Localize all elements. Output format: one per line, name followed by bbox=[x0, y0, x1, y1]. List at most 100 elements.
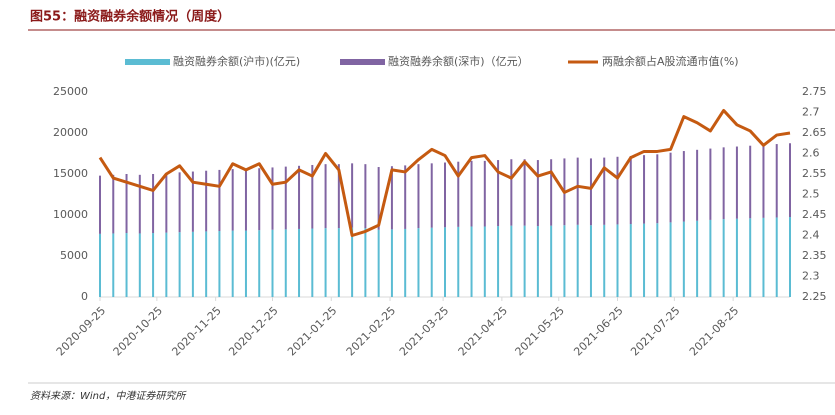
bar bbox=[483, 160, 486, 227]
bar bbox=[643, 155, 646, 224]
bar bbox=[324, 164, 327, 229]
line bbox=[98, 108, 791, 237]
x-tick-label: 2021-01-25 bbox=[285, 304, 339, 358]
bar bbox=[244, 230, 247, 297]
bar bbox=[218, 169, 221, 231]
bar bbox=[470, 226, 473, 297]
bar bbox=[749, 218, 752, 297]
bar bbox=[603, 157, 606, 225]
y2-tick-label: 2.4 bbox=[802, 229, 820, 242]
bar bbox=[523, 225, 526, 297]
bar bbox=[550, 159, 553, 226]
y-tick-label: 25000 bbox=[53, 85, 88, 98]
bar bbox=[231, 169, 234, 231]
bar bbox=[523, 159, 526, 226]
bar bbox=[497, 226, 500, 297]
bar bbox=[603, 224, 606, 297]
bar bbox=[351, 227, 354, 297]
bar bbox=[457, 226, 460, 297]
bar bbox=[99, 175, 101, 234]
bar bbox=[377, 229, 380, 297]
bar bbox=[444, 227, 446, 297]
bar bbox=[576, 224, 579, 297]
bar bbox=[311, 228, 314, 297]
bar bbox=[722, 147, 725, 220]
x-tick-label: 2020-09-25 bbox=[54, 304, 108, 358]
y2-tick-label: 2.55 bbox=[802, 167, 827, 180]
bar bbox=[271, 229, 274, 297]
y-tick-label: 10000 bbox=[53, 208, 88, 221]
bar bbox=[218, 230, 221, 297]
bar bbox=[298, 165, 301, 229]
bar bbox=[616, 224, 619, 297]
bar bbox=[364, 228, 367, 297]
bar bbox=[722, 219, 725, 297]
bar bbox=[404, 165, 407, 229]
bar bbox=[669, 152, 672, 223]
bar bbox=[457, 161, 460, 227]
bar bbox=[789, 143, 791, 218]
bar bbox=[337, 164, 340, 229]
bar bbox=[311, 164, 314, 229]
bar bbox=[417, 164, 420, 229]
bar bbox=[364, 164, 367, 229]
legend-swatch bbox=[340, 59, 385, 65]
bar bbox=[417, 228, 420, 297]
bar bbox=[125, 174, 128, 234]
legend-label: 融资融券余额(深市)（亿元） bbox=[388, 54, 529, 68]
bar bbox=[709, 219, 712, 297]
bar bbox=[682, 221, 685, 297]
bar bbox=[430, 163, 433, 228]
bar bbox=[576, 157, 579, 225]
y2-tick-label: 2.45 bbox=[802, 208, 827, 221]
bar bbox=[789, 217, 791, 297]
bar bbox=[351, 163, 354, 228]
bar bbox=[284, 166, 287, 230]
bar bbox=[550, 225, 553, 297]
bar bbox=[138, 233, 141, 297]
bar bbox=[656, 154, 659, 224]
bar bbox=[191, 231, 194, 297]
y2-tick-label: 2.25 bbox=[802, 290, 827, 303]
legend-label: 融资融券余额(沪市)(亿元) bbox=[173, 54, 300, 68]
legend-swatch bbox=[125, 59, 170, 65]
x-tick-label: 2021-05-25 bbox=[513, 304, 567, 358]
bar bbox=[510, 159, 513, 226]
legend-label: 两融余额占A股流通市值(%) bbox=[602, 54, 739, 68]
bar bbox=[377, 167, 380, 230]
bar bbox=[138, 174, 141, 234]
bar bbox=[112, 233, 115, 297]
bar bbox=[205, 231, 208, 297]
bar bbox=[152, 174, 155, 234]
bar bbox=[696, 220, 699, 297]
bar bbox=[536, 226, 539, 297]
bar bbox=[244, 169, 247, 231]
bar bbox=[510, 225, 513, 297]
bar bbox=[444, 162, 446, 228]
bar bbox=[483, 226, 486, 297]
bar bbox=[735, 218, 738, 297]
bar bbox=[191, 171, 194, 232]
bar bbox=[749, 145, 752, 219]
x-tick-label: 2021-02-25 bbox=[344, 304, 398, 358]
y2-tick-label: 2.6 bbox=[802, 147, 820, 160]
y2-tick-label: 2.75 bbox=[802, 85, 827, 98]
bar bbox=[629, 224, 632, 297]
x-tick-label: 2020-11-25 bbox=[169, 304, 223, 358]
y2-tick-label: 2.65 bbox=[802, 126, 827, 139]
bar bbox=[152, 233, 155, 297]
bar bbox=[709, 148, 712, 220]
y2-tick-label: 2.3 bbox=[802, 270, 820, 283]
y2-tick-label: 2.5 bbox=[802, 188, 820, 201]
bar bbox=[616, 156, 619, 225]
source: 资料来源：Wind，中港证券研究所 bbox=[30, 390, 187, 402]
bar bbox=[165, 173, 168, 233]
y-tick-label: 15000 bbox=[53, 167, 88, 180]
bar bbox=[629, 155, 632, 225]
bar bbox=[762, 144, 765, 218]
bar bbox=[762, 217, 765, 297]
page-title: 图55：融资融券余额情况（周度） bbox=[30, 9, 230, 25]
bar bbox=[735, 146, 738, 219]
bar bbox=[390, 166, 393, 230]
